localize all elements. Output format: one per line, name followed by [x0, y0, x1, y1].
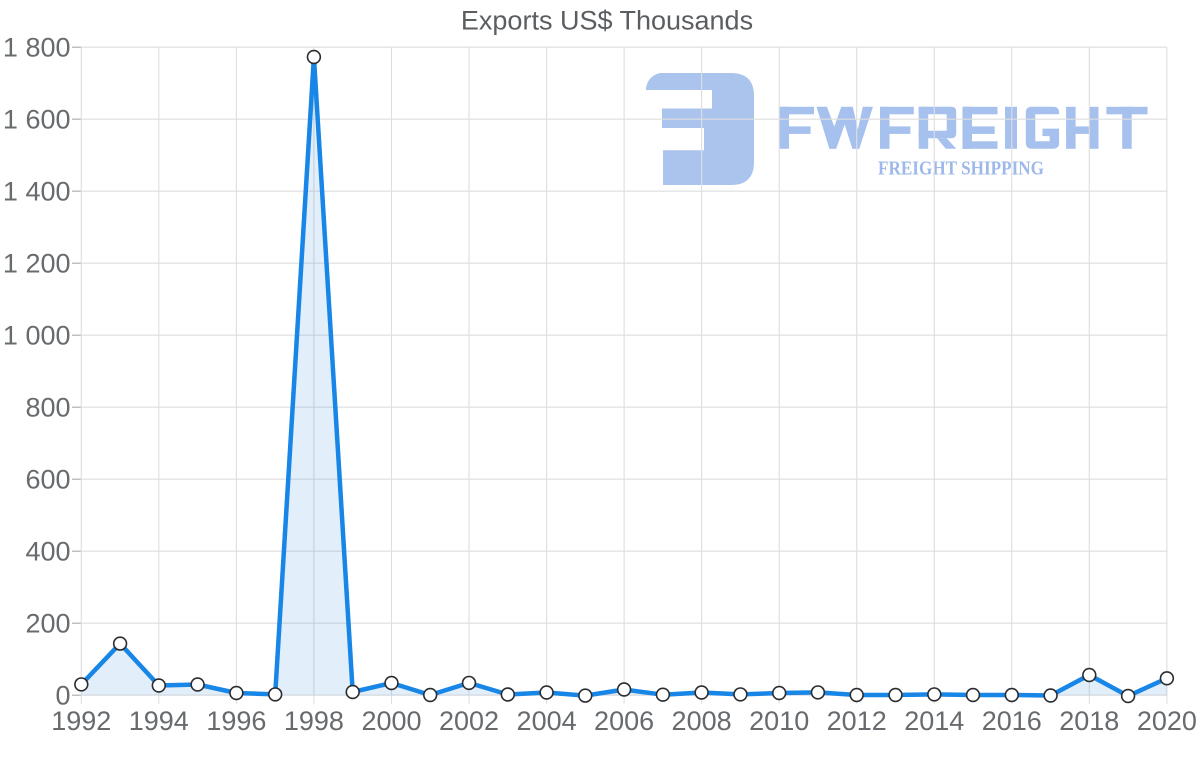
svg-text:Exports US$ Thousands: Exports US$ Thousands — [461, 5, 753, 35]
svg-text:2008: 2008 — [672, 706, 732, 736]
svg-text:2004: 2004 — [517, 706, 577, 736]
svg-text:2020: 2020 — [1137, 706, 1197, 736]
svg-text:1996: 1996 — [206, 706, 266, 736]
svg-text:2012: 2012 — [827, 706, 887, 736]
svg-text:2010: 2010 — [749, 706, 809, 736]
svg-text:2002: 2002 — [439, 706, 499, 736]
svg-text:2000: 2000 — [361, 706, 421, 736]
svg-text:1994: 1994 — [129, 706, 189, 736]
svg-text:200: 200 — [25, 608, 70, 638]
svg-text:2016: 2016 — [982, 706, 1042, 736]
svg-text:FREIGHT SHIPPING: FREIGHT SHIPPING — [878, 158, 1044, 180]
svg-text:1 200: 1 200 — [3, 248, 71, 278]
svg-text:1 600: 1 600 — [3, 104, 71, 134]
svg-text:1 000: 1 000 — [3, 320, 71, 350]
svg-text:2006: 2006 — [594, 706, 654, 736]
svg-text:600: 600 — [25, 464, 70, 494]
svg-text:1998: 1998 — [284, 706, 344, 736]
svg-text:2014: 2014 — [904, 706, 964, 736]
svg-text:400: 400 — [25, 536, 70, 566]
svg-text:1 800: 1 800 — [3, 32, 71, 62]
svg-text:2018: 2018 — [1059, 706, 1119, 736]
svg-text:800: 800 — [25, 392, 70, 422]
svg-text:1 400: 1 400 — [3, 176, 71, 206]
svg-text:1992: 1992 — [51, 706, 111, 736]
svg-text:0: 0 — [55, 680, 70, 710]
